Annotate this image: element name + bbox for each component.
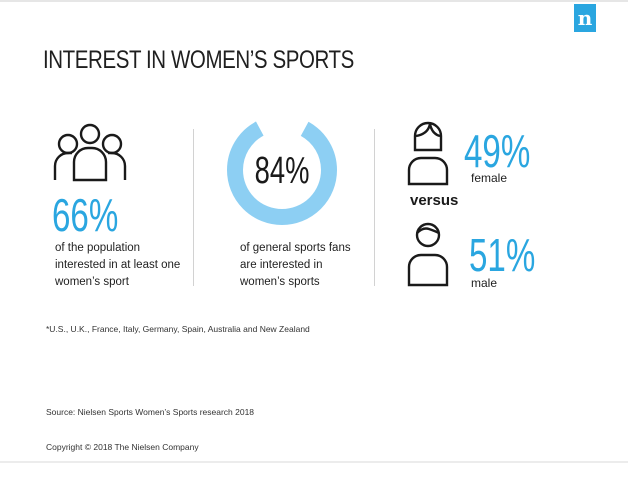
copyright-note: Copyright © 2018 The Nielsen Company — [46, 442, 199, 452]
page-title: INTEREST IN WOMEN’S SPORTS — [43, 46, 354, 74]
source-note: Source: Nielsen Sports Women’s Sports re… — [46, 407, 255, 417]
fans-interest-stat: 84% — [254, 150, 310, 192]
top-divider — [0, 0, 628, 2]
donut-fill-arc — [227, 115, 337, 225]
population-interest-caption: of the population interested in at least… — [55, 242, 181, 288]
panel-divider-left — [193, 129, 194, 286]
female-share-stat: 49% — [464, 125, 531, 177]
bottom-divider — [0, 461, 628, 463]
male-person-icon — [407, 222, 449, 287]
male-share-stat: 51% — [469, 229, 536, 281]
fans-interest-caption: of general sports fans are interested in… — [240, 242, 351, 288]
male-label: male — [471, 276, 498, 290]
panel-divider-right — [374, 129, 375, 286]
group-of-people-icon — [53, 123, 127, 182]
female-person-icon — [407, 121, 449, 186]
fans-interest-donut — [227, 115, 337, 225]
versus-label: versus — [410, 192, 459, 209]
female-label: female — [471, 171, 508, 185]
population-interest-stat: 66% — [52, 189, 119, 241]
nielsen-logo: n — [574, 4, 596, 32]
countries-footnote: *U.S., U.K., France, Italy, Germany, Spa… — [46, 324, 310, 334]
